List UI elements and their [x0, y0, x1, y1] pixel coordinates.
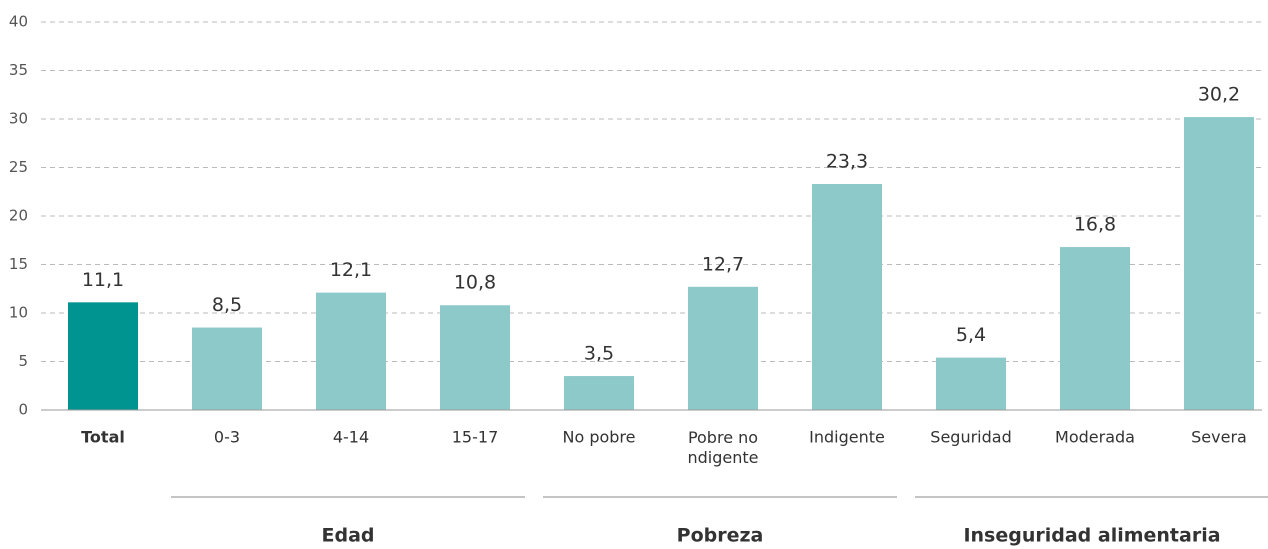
x-tick-label: 4-14: [333, 428, 369, 447]
group-label: Edad: [321, 525, 374, 547]
group-label: Inseguridad alimentaria: [963, 525, 1220, 547]
x-tick-label: 0-3: [214, 428, 240, 447]
value-label: 5,4: [956, 324, 986, 346]
x-tick-label: Seguridad: [930, 428, 1011, 447]
value-label: 11,1: [82, 269, 124, 291]
bar: [688, 286, 758, 410]
x-tick-label: Moderada: [1055, 428, 1135, 447]
y-tick-label: 35: [9, 61, 28, 79]
y-tick-label: 30: [9, 110, 28, 128]
y-tick-label: 10: [9, 304, 28, 322]
x-tick-label: 15-17: [452, 428, 499, 447]
value-label: 23,3: [826, 150, 868, 172]
x-tick-label: Indigente: [809, 428, 885, 447]
bar: [1184, 117, 1254, 410]
value-label: 16,8: [1074, 214, 1116, 236]
y-tick-label: 0: [18, 401, 28, 419]
x-tick-label: No pobre: [562, 428, 635, 447]
value-label: 12,7: [702, 253, 744, 275]
x-tick-label: Pobre no ndigente: [688, 428, 759, 467]
y-tick-label: 20: [9, 207, 28, 225]
value-label: 10,8: [454, 272, 496, 294]
x-tick-label: Total: [81, 428, 125, 447]
bar: [316, 292, 386, 410]
x-tick-label: Severa: [1191, 428, 1247, 447]
bar: [1060, 247, 1130, 410]
bar: [440, 305, 510, 410]
value-label: 30,2: [1198, 84, 1240, 106]
group-label: Pobreza: [677, 525, 764, 547]
y-tick-label: 15: [9, 255, 28, 273]
bar: [68, 302, 138, 410]
bar: [936, 357, 1006, 410]
value-label: 8,5: [212, 294, 242, 316]
value-label: 12,1: [330, 259, 372, 281]
y-tick-label: 5: [18, 352, 28, 370]
bar: [564, 376, 634, 410]
value-label: 3,5: [584, 343, 614, 365]
y-tick-label: 25: [9, 158, 28, 176]
y-tick-label: 40: [9, 13, 28, 31]
bar: [812, 183, 882, 410]
bar: [192, 327, 262, 410]
